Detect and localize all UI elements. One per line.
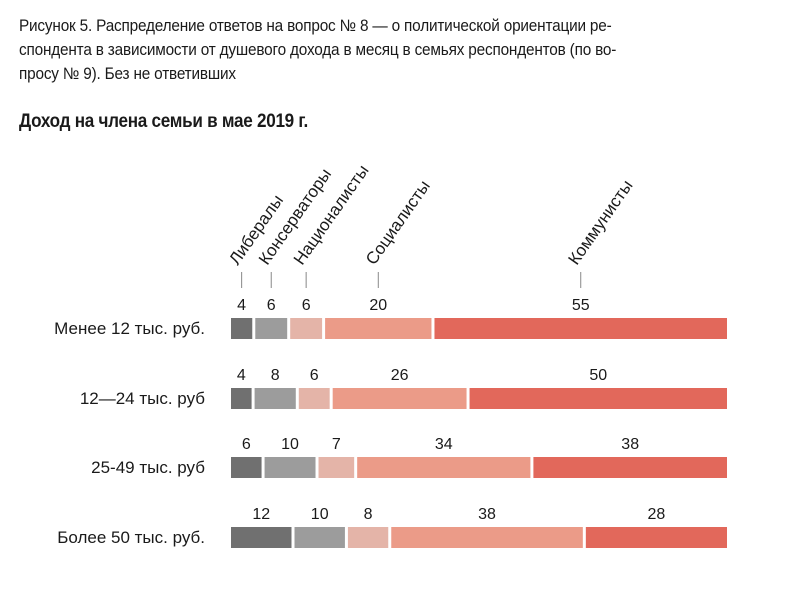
category-label: 12—24 тыс. руб [80, 389, 205, 408]
value-label: 38 [478, 506, 496, 523]
chart-title: Доход на члена семьи в мае 2019 г. [19, 111, 309, 132]
bar-segment-2 [318, 457, 355, 478]
value-label: 6 [310, 367, 319, 384]
figure-caption: Рисунок 5. Распределение ответов на вопр… [19, 14, 726, 86]
category-label: Менее 12 тыс. руб. [54, 319, 205, 338]
bar-segment-2 [347, 527, 389, 548]
value-label: 6 [302, 297, 311, 314]
value-label: 4 [237, 297, 246, 314]
bar-segment-0 [231, 457, 262, 478]
caption-line: спондента в зависимости от душевого дохо… [19, 41, 617, 59]
value-label: 55 [572, 297, 590, 314]
legend-label: Коммунисты [564, 176, 636, 268]
caption-line: просу № 9). Без не ответивших [19, 65, 236, 83]
value-label: 26 [391, 367, 409, 384]
value-label: 34 [435, 436, 453, 453]
value-label: 28 [648, 506, 666, 523]
bar-segment-4 [533, 457, 727, 478]
bar-segment-3 [325, 318, 432, 339]
value-label: 20 [369, 297, 387, 314]
caption-line: Рисунок 5. Распределение ответов на вопр… [19, 17, 612, 35]
bar-segment-1 [254, 388, 296, 409]
value-label: 8 [271, 367, 280, 384]
bar-segment-4 [585, 527, 727, 548]
value-label: 50 [589, 367, 607, 384]
bar-segment-3 [332, 388, 467, 409]
value-label: 8 [364, 506, 373, 523]
bar-segment-1 [255, 318, 288, 339]
value-label: 12 [252, 506, 270, 523]
value-label: 4 [237, 367, 246, 384]
bar-segment-3 [391, 527, 583, 548]
bar-segment-1 [264, 457, 316, 478]
value-label: 6 [267, 297, 276, 314]
bar-segment-1 [294, 527, 345, 548]
bar-segment-4 [434, 318, 727, 339]
legend-label: Социалисты [362, 177, 434, 268]
bar-segment-0 [231, 318, 253, 339]
bar-segment-0 [231, 388, 252, 409]
value-label: 10 [281, 436, 299, 453]
bar-segment-2 [290, 318, 323, 339]
value-label: 6 [242, 436, 251, 453]
bar-segment-2 [298, 388, 330, 409]
category-label: Более 50 тыс. руб. [57, 528, 205, 547]
bar-segment-0 [231, 527, 292, 548]
bar-segment-3 [357, 457, 531, 478]
value-label: 7 [332, 436, 341, 453]
category-label: 25-49 тыс. руб [91, 458, 205, 477]
value-label: 10 [311, 506, 329, 523]
bar-segment-4 [469, 388, 727, 409]
value-label: 38 [621, 436, 639, 453]
